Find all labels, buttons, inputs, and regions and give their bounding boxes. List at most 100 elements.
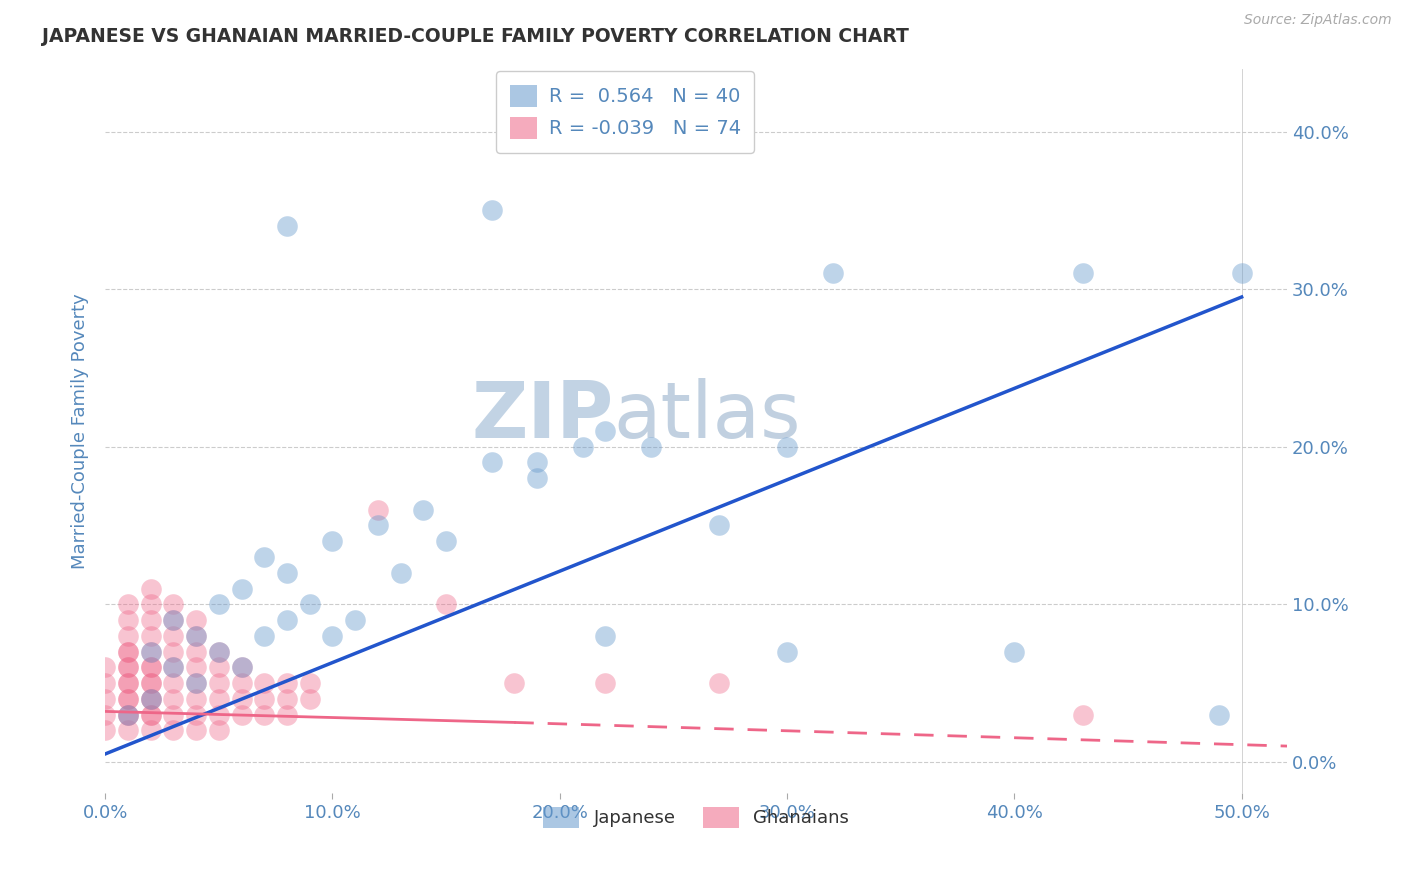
Point bbox=[707, 518, 730, 533]
Point bbox=[139, 707, 162, 722]
Point bbox=[253, 676, 276, 690]
Point bbox=[776, 644, 799, 658]
Point bbox=[184, 676, 207, 690]
Point bbox=[139, 676, 162, 690]
Point bbox=[1230, 266, 1253, 280]
Point bbox=[162, 660, 184, 674]
Point bbox=[117, 707, 139, 722]
Point bbox=[162, 676, 184, 690]
Point bbox=[208, 691, 231, 706]
Point bbox=[139, 676, 162, 690]
Point bbox=[434, 534, 457, 549]
Point bbox=[276, 707, 298, 722]
Point bbox=[117, 723, 139, 738]
Point bbox=[526, 471, 548, 485]
Point bbox=[367, 518, 389, 533]
Point bbox=[139, 644, 162, 658]
Point bbox=[321, 534, 343, 549]
Point bbox=[276, 691, 298, 706]
Point bbox=[162, 613, 184, 627]
Point bbox=[117, 691, 139, 706]
Point bbox=[298, 691, 321, 706]
Point bbox=[231, 660, 253, 674]
Point bbox=[184, 644, 207, 658]
Point bbox=[117, 676, 139, 690]
Point bbox=[162, 629, 184, 643]
Point bbox=[117, 613, 139, 627]
Point bbox=[139, 597, 162, 611]
Point bbox=[208, 644, 231, 658]
Point bbox=[184, 707, 207, 722]
Point bbox=[1002, 644, 1025, 658]
Point bbox=[94, 660, 117, 674]
Point bbox=[162, 613, 184, 627]
Point bbox=[208, 676, 231, 690]
Point bbox=[481, 203, 503, 218]
Point bbox=[1071, 266, 1094, 280]
Point bbox=[776, 440, 799, 454]
Point bbox=[231, 676, 253, 690]
Point bbox=[162, 644, 184, 658]
Point bbox=[593, 676, 616, 690]
Point bbox=[184, 613, 207, 627]
Point bbox=[276, 566, 298, 580]
Point bbox=[139, 707, 162, 722]
Point bbox=[298, 676, 321, 690]
Point bbox=[208, 644, 231, 658]
Point bbox=[208, 723, 231, 738]
Point bbox=[117, 597, 139, 611]
Point bbox=[184, 723, 207, 738]
Point bbox=[298, 597, 321, 611]
Point bbox=[276, 613, 298, 627]
Point bbox=[117, 676, 139, 690]
Point bbox=[208, 660, 231, 674]
Point bbox=[117, 707, 139, 722]
Point bbox=[640, 440, 662, 454]
Text: ZIP: ZIP bbox=[471, 378, 613, 454]
Point bbox=[231, 582, 253, 596]
Point bbox=[94, 676, 117, 690]
Point bbox=[139, 660, 162, 674]
Point bbox=[593, 629, 616, 643]
Point bbox=[117, 660, 139, 674]
Point bbox=[526, 455, 548, 469]
Point bbox=[253, 629, 276, 643]
Point bbox=[117, 691, 139, 706]
Point bbox=[162, 707, 184, 722]
Point bbox=[184, 629, 207, 643]
Point bbox=[231, 691, 253, 706]
Point bbox=[139, 691, 162, 706]
Point bbox=[571, 440, 593, 454]
Point bbox=[208, 597, 231, 611]
Point bbox=[321, 629, 343, 643]
Point bbox=[253, 549, 276, 564]
Point bbox=[117, 660, 139, 674]
Point bbox=[94, 691, 117, 706]
Point bbox=[503, 676, 526, 690]
Y-axis label: Married-Couple Family Poverty: Married-Couple Family Poverty bbox=[72, 293, 89, 569]
Point bbox=[117, 644, 139, 658]
Text: Source: ZipAtlas.com: Source: ZipAtlas.com bbox=[1244, 13, 1392, 28]
Point bbox=[276, 676, 298, 690]
Point bbox=[117, 707, 139, 722]
Point bbox=[253, 691, 276, 706]
Point bbox=[162, 597, 184, 611]
Point bbox=[412, 502, 434, 516]
Point bbox=[139, 691, 162, 706]
Point bbox=[231, 660, 253, 674]
Point bbox=[1208, 707, 1230, 722]
Point bbox=[139, 644, 162, 658]
Point bbox=[481, 455, 503, 469]
Point bbox=[184, 629, 207, 643]
Point bbox=[94, 707, 117, 722]
Text: atlas: atlas bbox=[613, 378, 801, 454]
Point bbox=[344, 613, 367, 627]
Point bbox=[389, 566, 412, 580]
Point bbox=[707, 676, 730, 690]
Point bbox=[162, 660, 184, 674]
Text: JAPANESE VS GHANAIAN MARRIED-COUPLE FAMILY POVERTY CORRELATION CHART: JAPANESE VS GHANAIAN MARRIED-COUPLE FAMI… bbox=[42, 27, 910, 45]
Legend: Japanese, Ghanaians: Japanese, Ghanaians bbox=[536, 800, 856, 835]
Point bbox=[184, 691, 207, 706]
Point bbox=[593, 424, 616, 438]
Point bbox=[184, 660, 207, 674]
